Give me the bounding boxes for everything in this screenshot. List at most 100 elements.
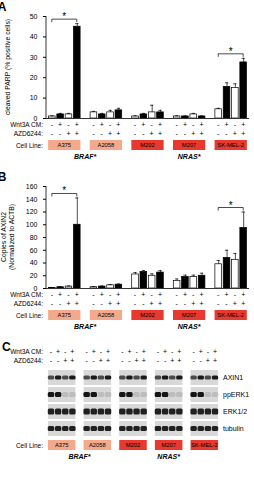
svg-text:AXIN1: AXIN1	[223, 374, 243, 381]
svg-text:40: 40	[30, 259, 38, 266]
svg-text:+: +	[116, 121, 120, 128]
svg-text:A375: A375	[55, 442, 69, 448]
svg-text:Wnt3A CM:: Wnt3A CM:	[10, 348, 43, 355]
svg-text:-: -	[67, 121, 70, 128]
svg-text:+: +	[127, 348, 131, 355]
svg-text:+: +	[100, 291, 104, 298]
svg-text:+: +	[158, 300, 162, 307]
svg-text:-: -	[234, 291, 237, 298]
svg-text:140: 140	[26, 195, 38, 202]
svg-text:-: -	[175, 121, 178, 128]
svg-text:80: 80	[30, 234, 38, 241]
svg-text:AZD6244:: AZD6244:	[14, 300, 43, 307]
svg-text:-: -	[134, 121, 137, 128]
svg-text:+: +	[150, 300, 154, 307]
svg-text:+: +	[233, 300, 237, 307]
svg-text:-: -	[225, 130, 228, 137]
svg-text:+: +	[70, 357, 74, 364]
svg-text:+: +	[58, 291, 62, 298]
svg-text:SK-MEL-2: SK-MEL-2	[191, 442, 218, 448]
svg-text:Cell Line:: Cell Line:	[16, 442, 43, 449]
svg-text:-: -	[142, 130, 145, 137]
svg-text:cleaved PARP (% positive cells: cleaved PARP (% positive cells)	[4, 19, 12, 115]
svg-text:+: +	[163, 348, 167, 355]
svg-text:+: +	[116, 130, 120, 137]
svg-text:A: A	[0, 0, 7, 14]
svg-text:*: *	[229, 200, 233, 211]
svg-text:+: +	[200, 121, 204, 128]
svg-text:30: 30	[30, 54, 38, 61]
svg-text:+: +	[142, 357, 146, 364]
svg-text:-: -	[92, 121, 95, 128]
svg-text:-: -	[59, 130, 62, 137]
svg-text:+: +	[106, 357, 110, 364]
svg-text:M207: M207	[161, 442, 176, 448]
svg-text:+: +	[191, 300, 195, 307]
svg-text:+: +	[56, 348, 60, 355]
svg-text:-: -	[93, 357, 96, 364]
svg-text:*: *	[229, 46, 233, 57]
svg-text:-: -	[50, 357, 53, 364]
svg-text:-: -	[150, 291, 153, 298]
svg-text:-: -	[192, 348, 195, 355]
svg-text:-: -	[51, 121, 54, 128]
svg-text:-: -	[192, 357, 195, 364]
svg-text:-: -	[50, 348, 53, 355]
svg-text:40: 40	[30, 33, 38, 40]
svg-text:-: -	[200, 357, 203, 364]
svg-text:NRAS*: NRAS*	[178, 323, 201, 330]
svg-text:-: -	[217, 300, 220, 307]
svg-text:+: +	[206, 357, 210, 364]
svg-text:+: +	[141, 291, 145, 298]
svg-text:A375: A375	[58, 142, 72, 148]
svg-text:+: +	[99, 357, 103, 364]
svg-text:+: +	[75, 291, 79, 298]
svg-text:+: +	[75, 300, 79, 307]
svg-text:+: +	[241, 291, 245, 298]
svg-text:Wnt3A CM:: Wnt3A CM:	[10, 121, 43, 128]
svg-text:-: -	[207, 348, 210, 355]
svg-text:A2058: A2058	[89, 442, 106, 448]
svg-text:+: +	[233, 130, 237, 137]
svg-text:M202: M202	[140, 142, 155, 148]
svg-text:-: -	[51, 291, 54, 298]
svg-text:20: 20	[30, 272, 38, 279]
svg-text:+: +	[141, 121, 145, 128]
svg-text:20: 20	[30, 74, 38, 81]
svg-text:NRAS*: NRAS*	[178, 153, 201, 160]
svg-text:A2058: A2058	[98, 312, 115, 318]
svg-text:-: -	[225, 300, 228, 307]
svg-text:+: +	[135, 357, 139, 364]
svg-text:+: +	[241, 121, 245, 128]
svg-text:-: -	[164, 357, 167, 364]
svg-text:+: +	[66, 300, 70, 307]
svg-text:-: -	[135, 348, 138, 355]
svg-text:AZD6244:: AZD6244:	[14, 357, 43, 364]
svg-text:-: -	[92, 300, 95, 307]
svg-text:-: -	[51, 300, 54, 307]
svg-text:+: +	[75, 130, 79, 137]
svg-text:-: -	[217, 130, 220, 137]
svg-text:SK-MEL-2: SK-MEL-2	[217, 312, 244, 318]
svg-text:+: +	[200, 130, 204, 137]
svg-text:-: -	[175, 291, 178, 298]
svg-text:-: -	[128, 357, 131, 364]
svg-text:-: -	[217, 291, 220, 298]
svg-text:-: -	[101, 300, 104, 307]
svg-text:*: *	[62, 11, 66, 22]
svg-text:+: +	[177, 348, 181, 355]
svg-text:-: -	[109, 291, 112, 298]
svg-text:-: -	[192, 121, 195, 128]
svg-text:+: +	[106, 348, 110, 355]
svg-text:+: +	[200, 291, 204, 298]
svg-text:BRAF*: BRAF*	[74, 153, 96, 160]
svg-text:+: +	[116, 291, 120, 298]
svg-text:+: +	[100, 121, 104, 128]
svg-text:+: +	[224, 121, 228, 128]
svg-text:-: -	[64, 348, 67, 355]
svg-text:+: +	[241, 130, 245, 137]
svg-text:+: +	[183, 121, 187, 128]
svg-text:+: +	[199, 348, 203, 355]
svg-text:+: +	[142, 348, 146, 355]
svg-text:+: +	[70, 348, 74, 355]
